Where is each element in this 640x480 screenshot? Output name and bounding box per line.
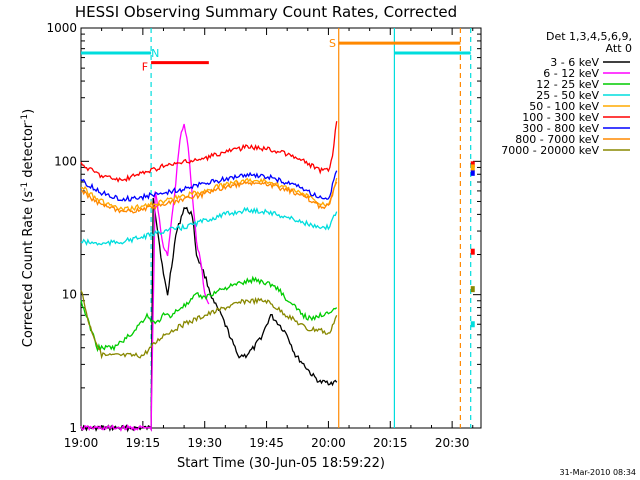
plot-frame — [80, 27, 482, 429]
mode-label: N — [151, 47, 159, 60]
mode-transition-lines — [150, 28, 472, 428]
legend-entry-label: 3 - 6 keV — [550, 56, 599, 69]
y-tick-label: 100 — [54, 154, 77, 168]
y-tick-label: 1 — [69, 421, 77, 435]
series-line — [80, 180, 338, 214]
series-line — [80, 206, 338, 247]
data-marker — [470, 286, 475, 293]
y-tick-label: 10 — [62, 288, 77, 302]
series-line — [80, 123, 210, 432]
series-line — [80, 121, 338, 183]
legend-entry-label: 7000 - 20000 keV — [501, 144, 599, 157]
legend-header: Att 0 — [606, 42, 632, 55]
data-marker — [470, 161, 475, 168]
x-tick-label: 19:00 — [64, 436, 99, 450]
x-tick-label: 19:45 — [249, 436, 284, 450]
y-tick-label: 1000 — [46, 21, 77, 35]
series-line — [80, 170, 338, 202]
x-tick-label: 19:30 — [187, 436, 222, 450]
legend-entry-label: 800 - 7000 keV — [515, 133, 599, 146]
y-tick-labels: 1 10 100 1000 — [46, 21, 77, 435]
x-tick-label: 20:00 — [311, 436, 346, 450]
data-marker — [470, 321, 475, 328]
x-tick-label: 20:30 — [435, 436, 470, 450]
legend-entry-label: 100 - 300 keV — [522, 111, 599, 124]
legend-entry-label: 6 - 12 keV — [543, 67, 599, 80]
axis-ticks — [80, 27, 481, 429]
legend-entry-label: 12 - 25 keV — [536, 78, 599, 91]
legend-entry-label: 25 - 50 keV — [536, 89, 599, 102]
data-marker — [470, 164, 475, 171]
late-markers — [470, 161, 475, 328]
series-line — [80, 275, 338, 353]
data-marker — [470, 248, 475, 255]
legend-header: Det 1,3,4,5,6,9, — [546, 30, 632, 43]
y-axis-label: Corrected Count Rate (s-1 detector-1) — [20, 109, 36, 347]
x-tick-labels: 19:00 19:15 19:30 19:45 20:00 20:15 20:30 — [64, 436, 470, 450]
x-tick-label: 20:15 — [373, 436, 408, 450]
series-line — [80, 177, 338, 213]
mode-label: S — [329, 37, 336, 50]
legend-entry-label: 300 - 800 keV — [522, 122, 599, 135]
x-axis-label: Start Time (30-Jun-05 18:59:22) — [177, 456, 385, 471]
series-line — [80, 197, 338, 433]
render-timestamp: 31-Mar-2010 08:34 — [560, 468, 637, 477]
mode-label: F — [142, 61, 148, 74]
series-line — [80, 290, 338, 360]
mode-annotations: NF S — [81, 37, 471, 74]
legend-entry-label: 50 - 100 keV — [529, 100, 599, 113]
series-lines — [80, 121, 338, 433]
chart-title: HESSI Observing Summary Count Rates, Cor… — [75, 3, 457, 21]
x-tick-label: 19:15 — [126, 436, 161, 450]
data-marker — [470, 169, 475, 176]
